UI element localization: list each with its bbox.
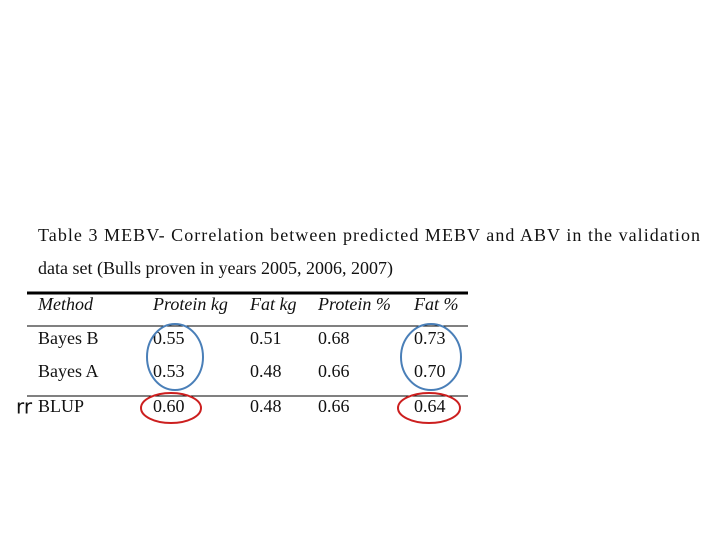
- column-header: Protein kg: [152, 294, 228, 314]
- highlight-circle: [146, 323, 204, 391]
- column-header: Fat kg: [249, 294, 297, 314]
- row-label: BLUP: [38, 396, 84, 416]
- table-cell: 0.70: [414, 361, 446, 381]
- caption-line: data set (Bulls proven in years 2005, 20…: [38, 258, 393, 279]
- table: Method Protein kg Fat kg Protein % Fat % Baye…: [37, 294, 459, 416]
- table-cell: 0.48: [250, 396, 282, 416]
- caption-line: Table 3 MEBV- Correlation between predic…: [38, 225, 700, 245]
- column-header: Protein %: [317, 294, 391, 314]
- table-cell: 0.60: [153, 396, 185, 416]
- table-cell: 0.51: [250, 328, 282, 348]
- table-cell: 0.66: [318, 361, 350, 381]
- row-label: Bayes A: [38, 361, 99, 381]
- table-cell: 0.48: [250, 361, 282, 381]
- table-cell: 0.55: [153, 328, 185, 348]
- column-header: Method: [37, 294, 94, 314]
- row-label: Bayes B: [38, 328, 99, 348]
- highlight-circle: [400, 323, 462, 391]
- highlight-circle: [140, 392, 202, 424]
- table-cell: 0.68: [318, 328, 350, 348]
- column-header: Fat %: [413, 294, 459, 314]
- stray-text: rr: [16, 395, 33, 419]
- table-cell: 0.66: [318, 396, 350, 416]
- table-cell: 0.64: [414, 396, 446, 416]
- table-cell: 0.53: [153, 361, 185, 381]
- table-cell: 0.73: [414, 328, 446, 348]
- highlight-circle: [397, 392, 461, 424]
